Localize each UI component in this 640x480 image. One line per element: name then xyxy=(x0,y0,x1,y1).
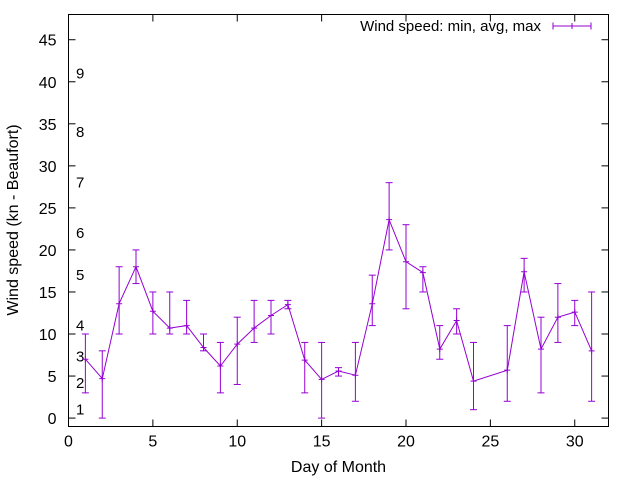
data-point xyxy=(284,301,291,308)
beaufort-label: 3 xyxy=(76,349,84,366)
x-tick-label: 0 xyxy=(64,434,73,451)
data-point xyxy=(521,268,528,275)
data-point xyxy=(419,269,426,276)
data-point xyxy=(234,341,241,348)
y-tick-label: 25 xyxy=(39,201,57,218)
beaufort-label: 1 xyxy=(76,402,84,419)
data-point xyxy=(436,346,443,353)
y-tick-label: 10 xyxy=(39,327,57,344)
x-tick-label: 5 xyxy=(148,434,157,451)
data-point xyxy=(453,317,460,324)
y-axis-title: Wind speed (kn - Beaufort) xyxy=(5,124,22,315)
data-point xyxy=(554,314,561,321)
data-point xyxy=(571,309,578,316)
axis-ticks xyxy=(68,14,609,427)
y-tick-label: 35 xyxy=(39,117,57,134)
y-tick-label: 30 xyxy=(39,159,57,176)
legend-label: Wind speed: min, avg, max xyxy=(360,18,541,35)
data-point xyxy=(318,376,325,383)
data-point xyxy=(133,263,139,270)
beaufort-scale-labels: 1 2 3 4 5 6 7 8 9 xyxy=(76,65,84,418)
data-point xyxy=(200,344,207,351)
data-point xyxy=(301,357,308,364)
data-point xyxy=(403,258,409,265)
y-tick-label: 5 xyxy=(48,369,57,386)
data-point xyxy=(352,372,359,379)
y-tick-label: 20 xyxy=(39,243,57,260)
data-point xyxy=(268,312,274,319)
legend-key xyxy=(552,22,592,30)
beaufort-label: 2 xyxy=(76,375,84,392)
beaufort-label: 7 xyxy=(76,175,84,192)
plot-frame xyxy=(68,14,609,427)
data-point xyxy=(116,300,123,307)
legend-key-point xyxy=(569,23,575,29)
data-point xyxy=(217,362,224,369)
x-tick-label: 25 xyxy=(481,434,499,451)
data-point xyxy=(588,347,595,354)
x-tick-label: 30 xyxy=(566,434,584,451)
data-point xyxy=(538,346,544,353)
y-tick-label: 40 xyxy=(39,75,57,92)
series-line xyxy=(85,217,593,382)
beaufort-label: 6 xyxy=(76,225,84,242)
y-tick-label: 45 xyxy=(39,33,57,50)
data-point xyxy=(386,216,393,223)
y-tick-label: 0 xyxy=(48,411,57,428)
x-tick-label: 15 xyxy=(313,434,331,451)
x-axis-title: Day of Month xyxy=(291,459,386,476)
data-point xyxy=(183,322,190,329)
series-wind-speed xyxy=(81,182,596,419)
beaufort-label: 9 xyxy=(76,65,84,82)
x-tick-label: 20 xyxy=(397,434,415,451)
data-point xyxy=(82,356,89,363)
data-point xyxy=(166,325,173,332)
y-tick-label: 15 xyxy=(39,285,57,302)
data-point xyxy=(335,368,342,375)
data-point xyxy=(470,378,477,385)
data-point xyxy=(149,308,156,315)
x-tick-label: 10 xyxy=(228,434,246,451)
data-point xyxy=(369,300,376,307)
beaufort-label: 4 xyxy=(76,318,84,335)
data-point xyxy=(99,375,106,382)
legend: Wind speed: min, avg, max xyxy=(360,18,592,35)
data-point xyxy=(504,367,511,374)
data-point xyxy=(251,325,258,332)
beaufort-label: 5 xyxy=(76,267,84,284)
beaufort-label: 8 xyxy=(76,124,84,141)
